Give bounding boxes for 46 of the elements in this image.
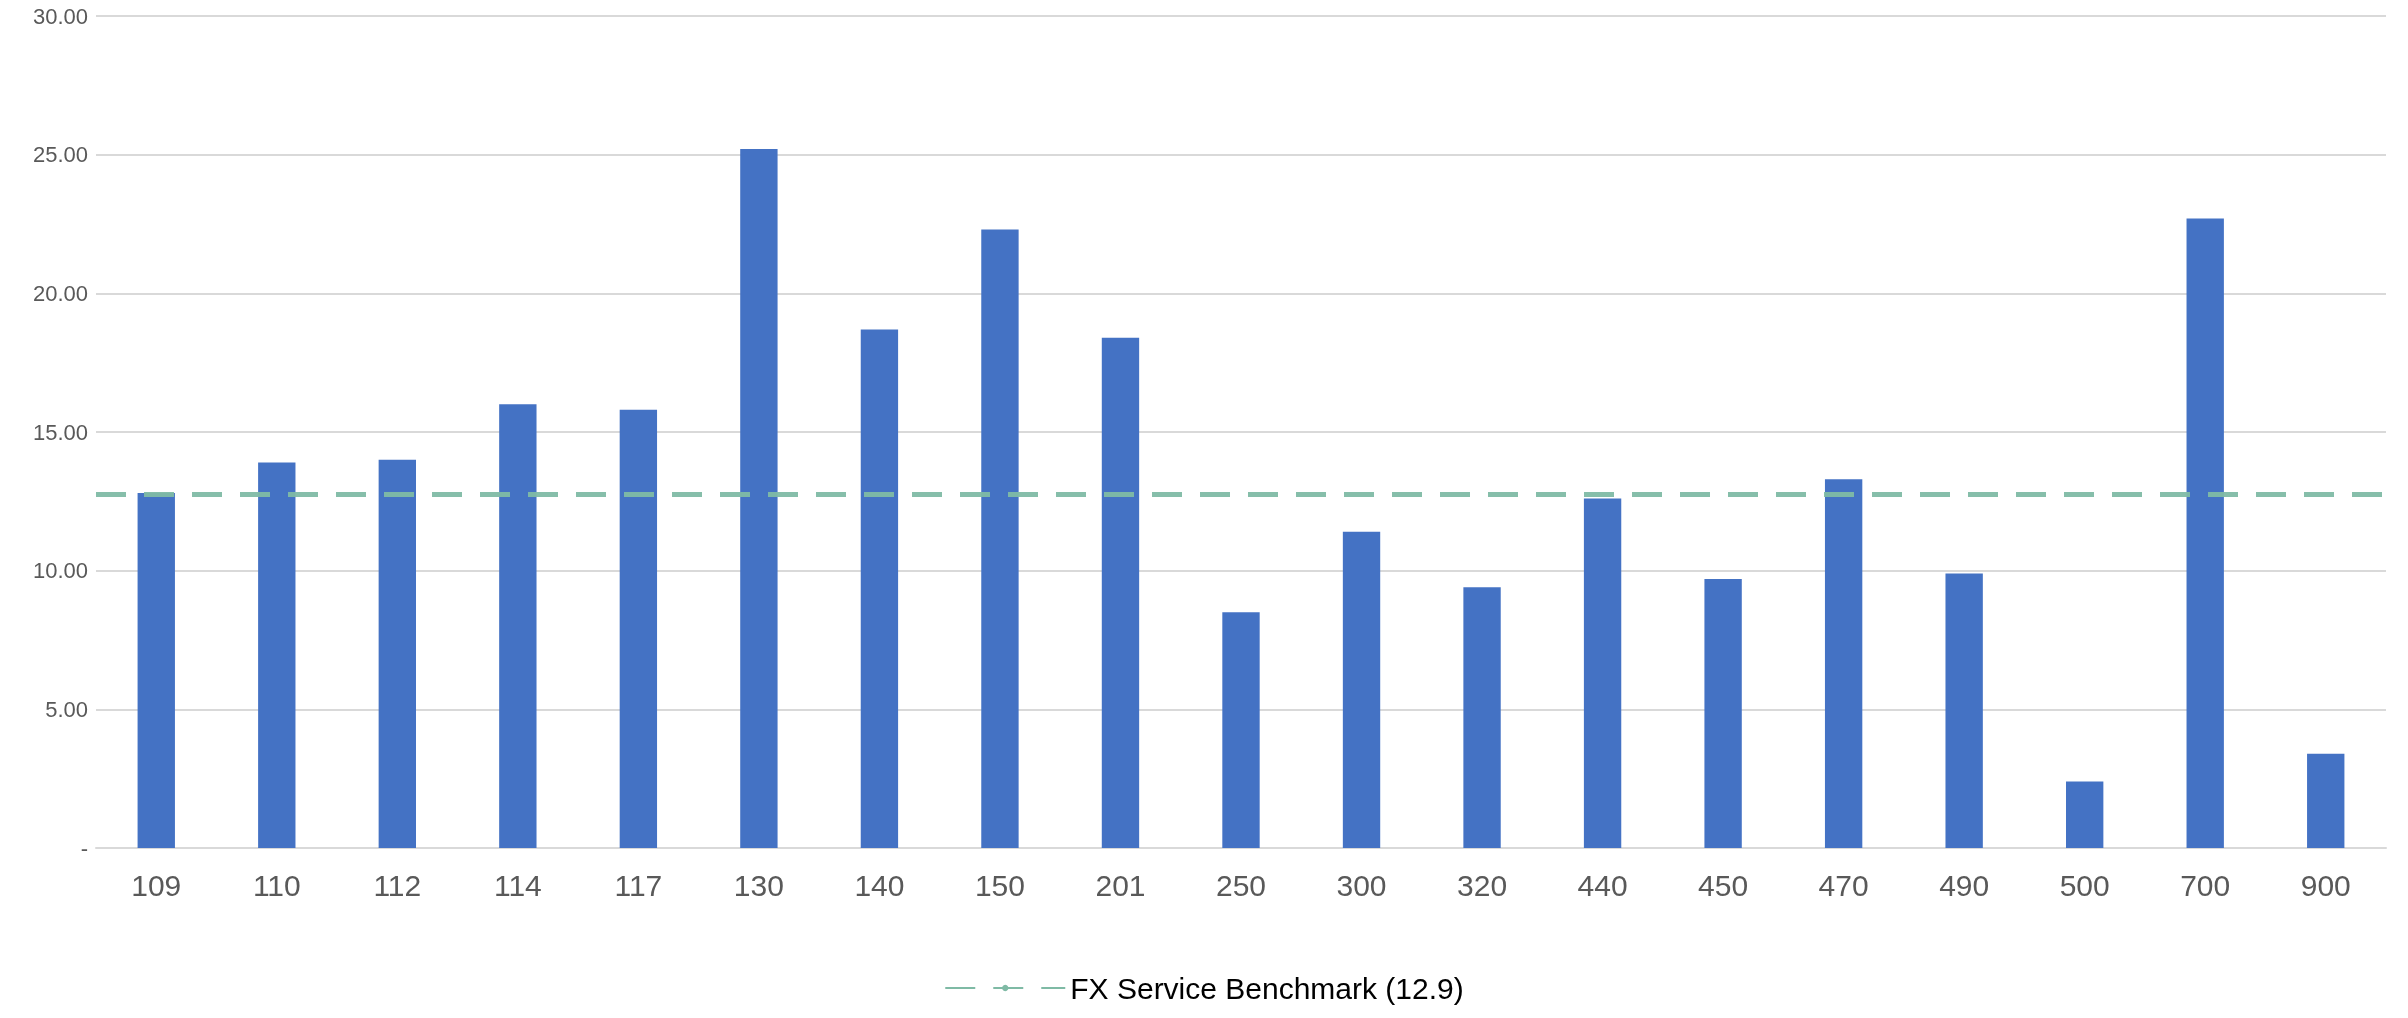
legend-label: FX Service Benchmark (12.9) [1070,971,1464,1005]
x-tick-label: 440 [1577,868,1628,902]
x-tick-label: 300 [1336,868,1387,902]
y-tick-label: 10.00 [32,558,88,584]
y-tick-label: 5.00 [45,696,88,722]
bar [1945,573,1983,848]
x-tick-label: 150 [974,868,1025,902]
x-tick-label: 130 [733,868,784,902]
x-tick-label: 114 [493,868,542,902]
y-tick-label: 30.00 [32,3,88,29]
bar [860,329,899,848]
x-tick-label: 500 [2059,868,2110,902]
bar [2186,218,2224,848]
x-tick-label: 250 [1215,868,1267,902]
bar [2307,753,2345,848]
x-tick-label: 470 [1818,868,1869,902]
bar [1463,587,1501,848]
x-tick-label: 110 [252,868,301,902]
bar [258,462,296,848]
bar [740,149,778,848]
x-tick-label: 201 [1095,868,1146,902]
bar [619,409,658,848]
x-tick-label: 140 [854,868,905,902]
y-tick-label: 25.00 [32,142,88,168]
x-tick-label: 320 [1457,868,1508,902]
y-tick-label: - [80,835,88,861]
y-tick-label: 15.00 [32,419,88,445]
x-tick-label: 450 [1698,868,1749,902]
bar [1222,612,1260,848]
bar [981,229,1019,848]
x-tick-label: 490 [1939,868,1990,902]
bar [378,459,416,848]
bar [499,404,537,848]
bar [1583,498,1622,848]
x-tick-label: 117 [614,868,663,902]
bar [1824,479,1863,848]
x-tick-label: 900 [2300,868,2351,902]
bar [1342,531,1381,848]
x-tick-label: 700 [2180,868,2231,902]
x-tick-label: 109 [131,868,182,902]
bar [1101,337,1140,848]
bar [2066,781,2104,848]
y-tick-label: 20.00 [32,280,88,306]
bar [137,493,175,848]
x-tick-label: 112 [373,868,422,902]
bar [1704,578,1742,848]
